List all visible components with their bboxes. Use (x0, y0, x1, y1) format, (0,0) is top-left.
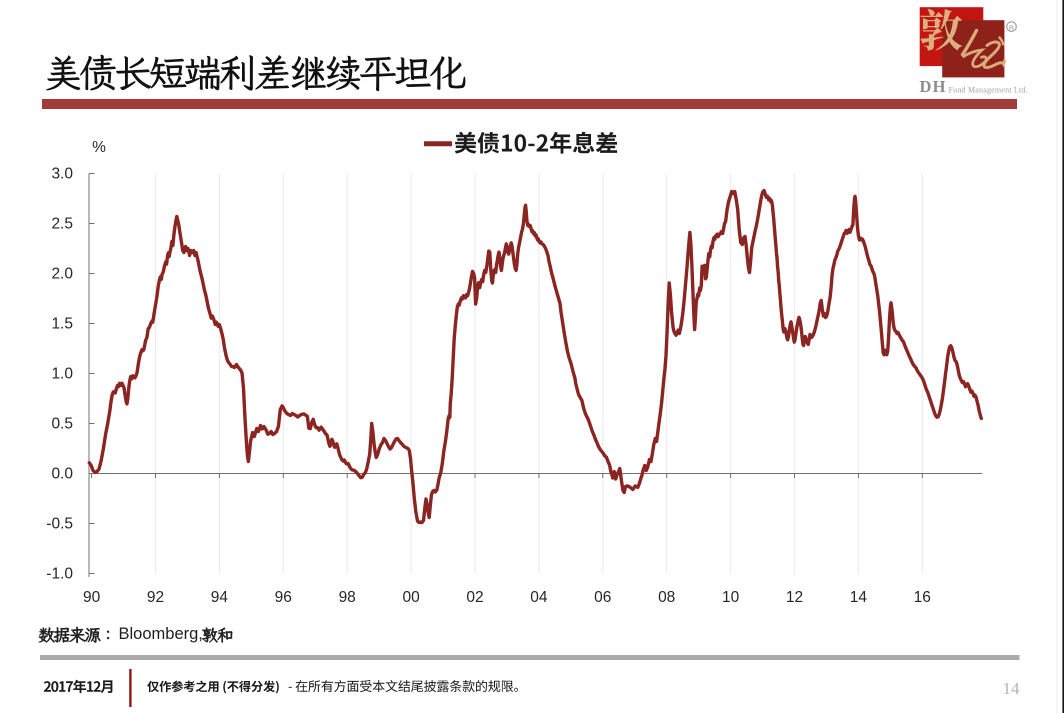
svg-text:-0.5: -0.5 (46, 516, 73, 533)
svg-text:Fund Management Ltd.: Fund Management Ltd. (949, 86, 1028, 95)
svg-text:96: 96 (275, 589, 292, 606)
svg-text:00: 00 (402, 589, 420, 606)
svg-text:94: 94 (211, 589, 229, 606)
svg-text:2.0: 2.0 (51, 266, 73, 283)
svg-text:-1.0: -1.0 (46, 566, 73, 583)
svg-text:10: 10 (722, 589, 740, 606)
svg-text:14: 14 (1003, 679, 1021, 698)
svg-text:3.0: 3.0 (51, 166, 73, 183)
svg-text:1.0: 1.0 (51, 366, 73, 383)
svg-text:06: 06 (594, 589, 611, 606)
svg-text:92: 92 (147, 589, 164, 606)
svg-text:14: 14 (850, 589, 868, 606)
svg-text:0.5: 0.5 (51, 416, 73, 433)
svg-text:98: 98 (339, 589, 356, 606)
svg-text:DH: DH (920, 77, 947, 96)
svg-text:08: 08 (658, 589, 675, 606)
svg-text:R: R (1009, 25, 1014, 32)
svg-text:12: 12 (786, 589, 803, 606)
svg-text:04: 04 (530, 589, 548, 606)
svg-text:1.5: 1.5 (51, 316, 73, 333)
svg-text:0.0: 0.0 (51, 466, 73, 483)
svg-text:90: 90 (83, 589, 101, 606)
svg-text:%: % (92, 139, 106, 156)
svg-text:Bloomberg,: Bloomberg, (119, 625, 203, 643)
svg-text:02: 02 (466, 589, 483, 606)
svg-text:16: 16 (914, 589, 931, 606)
svg-text:2.5: 2.5 (51, 216, 73, 233)
